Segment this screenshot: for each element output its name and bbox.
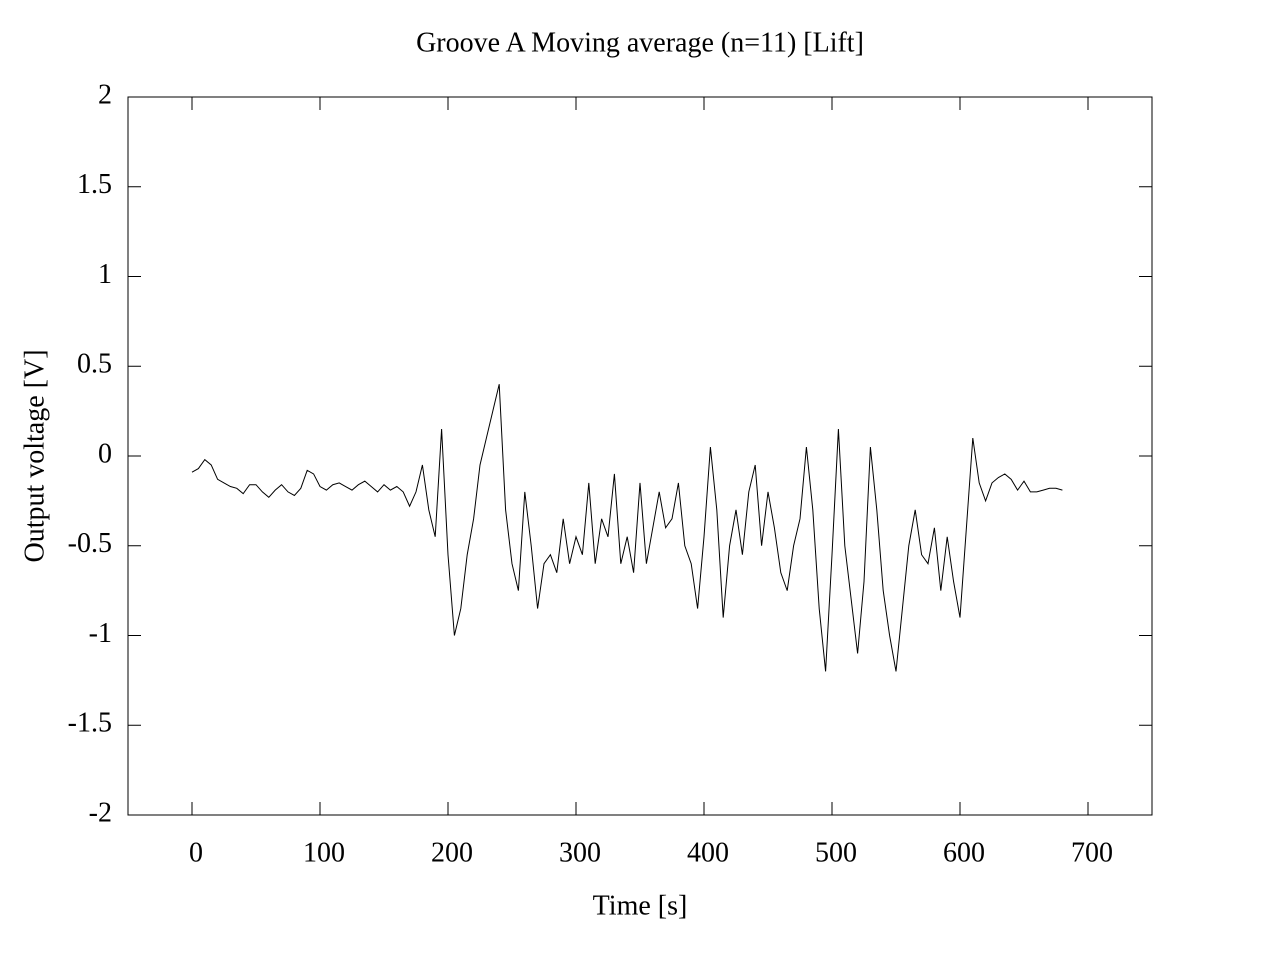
y-tick-label: -0.5 xyxy=(68,528,112,559)
x-tick-label: 300 xyxy=(559,837,601,868)
y-tick-label: 0 xyxy=(98,438,112,469)
y-tick-label: -1 xyxy=(89,618,112,649)
x-tick-label: 600 xyxy=(943,837,985,868)
y-tick-label: -1.5 xyxy=(68,708,112,739)
data-line xyxy=(191,384,1063,672)
plot-frame xyxy=(127,96,1153,816)
chart-title: Groove A Moving average (n=11) [Lift] xyxy=(416,27,864,58)
x-tick-label: 500 xyxy=(815,837,857,868)
x-axis-label: Time [s] xyxy=(593,890,688,921)
y-tick-label: 0.5 xyxy=(77,349,112,380)
y-tick-label: -2 xyxy=(89,797,112,828)
y-axis-label: Output voltage [V] xyxy=(19,349,50,562)
x-tick-label: 700 xyxy=(1071,837,1113,868)
y-tick-label: 2 xyxy=(98,79,112,110)
y-tick-label: 1 xyxy=(98,259,112,290)
y-tick-label: 1.5 xyxy=(77,169,112,200)
x-tick-label: 0 xyxy=(189,837,203,868)
x-tick-label: 400 xyxy=(687,837,729,868)
x-tick-label: 100 xyxy=(303,837,345,868)
x-tick-label: 200 xyxy=(431,837,473,868)
